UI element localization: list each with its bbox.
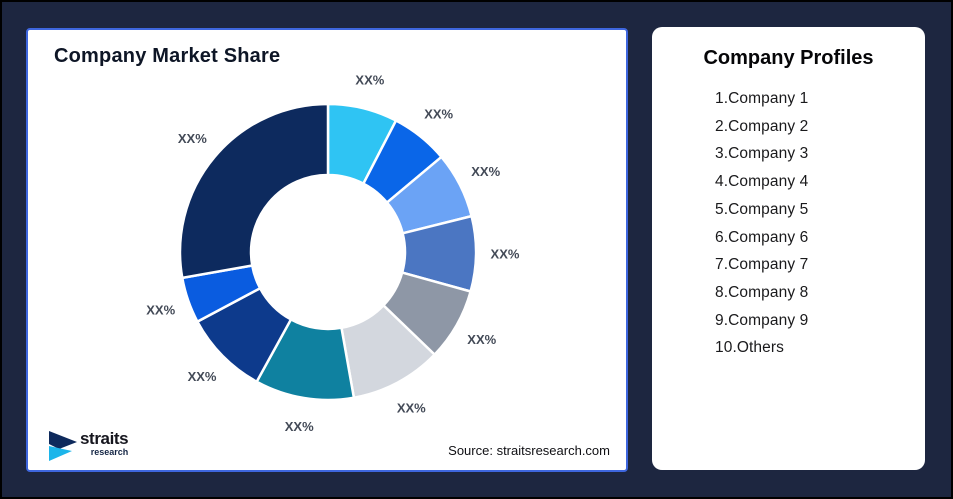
straits-research-logo: straits research [48,429,129,462]
market-share-card: Company Market Share XX% XX% XX% XX% XX% XX% X… [26,28,628,472]
company-list-item: 4.Company 4 [715,173,809,191]
company-list-item: 10.Others [715,339,784,357]
slice-value-label: XX% [397,401,426,416]
source-text: Source: straitsresearch.com [448,443,610,458]
company-list-item: 3.Company 3 [715,145,809,163]
slice-value-label: XX% [146,302,175,317]
chart-title: Company Market Share [54,45,281,67]
slice-value-label: XX% [491,247,520,262]
company-list: 1.Company 1 2.Company 2 3.Company 3 4.Compa… [652,85,925,362]
logo-mark-top-chevron [49,431,77,449]
slice-value-label: XX% [467,332,496,347]
company-list-item: 9.Company 9 [715,311,809,329]
logo-mark-icon [49,431,77,461]
company-list-item: 2.Company 2 [715,117,809,135]
donut-slice [178,102,330,280]
company-list-item: 8.Company 8 [715,283,809,301]
company-list-item: 5.Company 5 [715,200,809,218]
slice-value-label: XX% [285,419,314,434]
slice-value-label: XX% [178,131,207,146]
donut-chart: XX% XX% XX% XX% XX% XX% XX% XX% XX% XX% [146,73,520,435]
logo-brand-subtitle: research [90,447,129,457]
company-profiles-card: Company Profiles 1.Company 1 2.Company 2 3… [652,27,925,470]
company-list-item: 7.Company 7 [715,256,809,274]
logo-brand-name: straits [80,429,129,448]
profiles-title: Company Profiles [703,47,874,69]
slice-value-label: XX% [355,73,384,88]
company-list-item: 6.Company 6 [715,228,809,246]
slice-value-label: XX% [471,164,500,179]
company-list-item: 1.Company 1 [715,90,809,107]
slice-value-label: XX% [188,369,217,384]
logo-text: straits research [80,429,129,457]
slice-value-label: XX% [424,106,453,121]
logo-mark-bottom-chevron [49,446,72,461]
